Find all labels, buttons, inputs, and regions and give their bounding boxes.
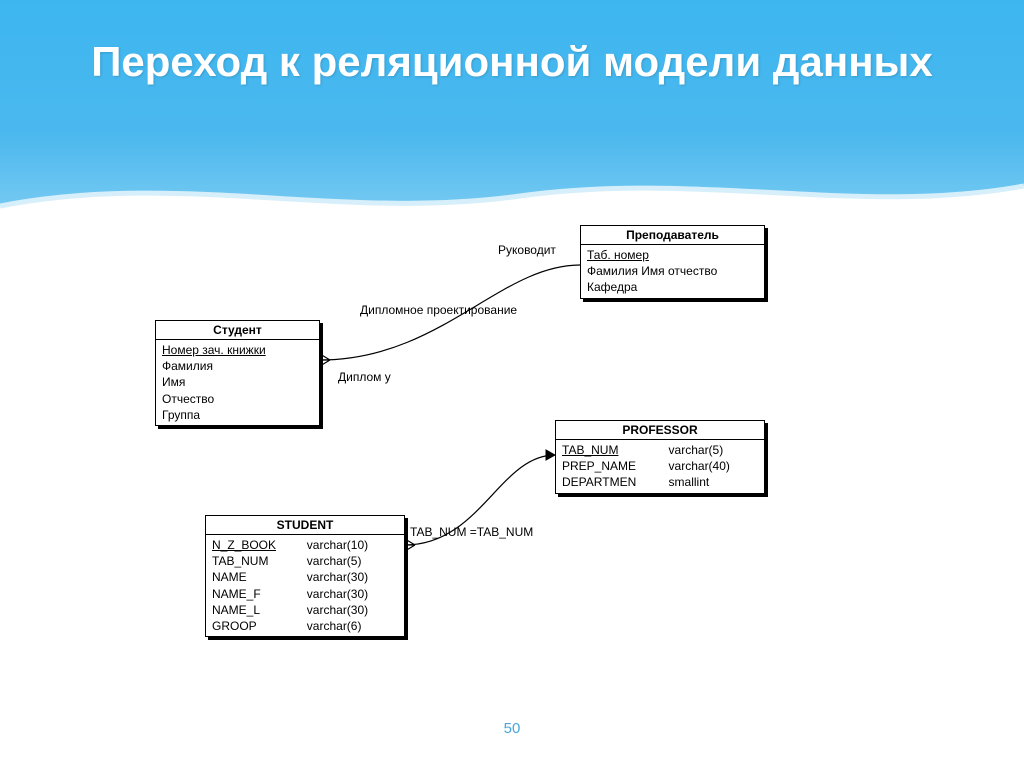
- entity-row: DEPARTMENsmallint: [562, 474, 758, 490]
- column-name: NAME_L: [212, 602, 307, 618]
- column-type: varchar(10): [307, 537, 398, 553]
- column-name: NAME_F: [212, 586, 307, 602]
- entity-body: TAB_NUMvarchar(5)PREP_NAMEvarchar(40)DEP…: [556, 440, 764, 493]
- column-type: varchar(40): [669, 458, 758, 474]
- entity-student_physical: STUDENTN_Z_BOOKvarchar(10)TAB_NUMvarchar…: [205, 515, 405, 637]
- relationship-label: Руководит: [498, 243, 556, 257]
- entity-row: Номер зач. книжки: [162, 342, 313, 358]
- column-type: varchar(5): [307, 553, 398, 569]
- column-type: varchar(30): [307, 569, 398, 585]
- entity-professor_physical: PROFESSORTAB_NUMvarchar(5)PREP_NAMEvarch…: [555, 420, 765, 494]
- column-type: varchar(6): [307, 618, 398, 634]
- entity-row: Имя: [162, 374, 313, 390]
- entity-row: Кафедра: [587, 279, 758, 295]
- entity-student_logical: СтудентНомер зач. книжкиФамилияИмяОтчест…: [155, 320, 320, 426]
- relationship-label: Диплом у: [338, 370, 391, 384]
- entity-title: Студент: [156, 321, 319, 340]
- entity-row: Фамилия: [162, 358, 313, 374]
- wave-decoration: [0, 166, 1024, 226]
- entity-title: STUDENT: [206, 516, 404, 535]
- entity-prepod_logical: ПреподавательТаб. номерФамилия Имя отчес…: [580, 225, 765, 299]
- slide-header: Переход к реляционной модели данных: [0, 0, 1024, 225]
- page-number: 50: [0, 720, 1024, 737]
- entity-row: GROOPvarchar(6): [212, 618, 398, 634]
- er-diagram: СтудентНомер зач. книжкиФамилияИмяОтчест…: [0, 225, 1024, 725]
- column-name: PREP_NAME: [562, 458, 669, 474]
- entity-row: TAB_NUMvarchar(5): [562, 442, 758, 458]
- entity-body: Номер зач. книжкиФамилияИмяОтчествоГрупп…: [156, 340, 319, 425]
- column-type: varchar(30): [307, 602, 398, 618]
- column-name: TAB_NUM: [562, 442, 669, 458]
- entity-title: Преподаватель: [581, 226, 764, 245]
- column-type: varchar(5): [669, 442, 758, 458]
- entity-row: Таб. номер: [587, 247, 758, 263]
- relationship-label: Дипломное проектирование: [360, 303, 517, 317]
- column-type: varchar(30): [307, 586, 398, 602]
- column-name: DEPARTMEN: [562, 474, 669, 490]
- entity-row: Отчество: [162, 391, 313, 407]
- entity-row: NAMEvarchar(30): [212, 569, 398, 585]
- slide-title: Переход к реляционной модели данных: [0, 0, 1024, 90]
- entity-row: NAME_Lvarchar(30): [212, 602, 398, 618]
- entity-body: Таб. номерФамилия Имя отчествоКафедра: [581, 245, 764, 298]
- entity-row: TAB_NUMvarchar(5): [212, 553, 398, 569]
- connectors-layer: [0, 225, 1024, 725]
- entity-row: Фамилия Имя отчество: [587, 263, 758, 279]
- column-name: GROOP: [212, 618, 307, 634]
- column-name: NAME: [212, 569, 307, 585]
- column-name: TAB_NUM: [212, 553, 307, 569]
- entity-row: Группа: [162, 407, 313, 423]
- relationship-label: TAB_NUM =TAB_NUM: [410, 525, 533, 539]
- column-name: N_Z_BOOK: [212, 537, 307, 553]
- entity-row: N_Z_BOOKvarchar(10): [212, 537, 398, 553]
- entity-body: N_Z_BOOKvarchar(10)TAB_NUMvarchar(5)NAME…: [206, 535, 404, 636]
- entity-title: PROFESSOR: [556, 421, 764, 440]
- column-type: smallint: [669, 474, 758, 490]
- entity-row: PREP_NAMEvarchar(40): [562, 458, 758, 474]
- entity-row: NAME_Fvarchar(30): [212, 586, 398, 602]
